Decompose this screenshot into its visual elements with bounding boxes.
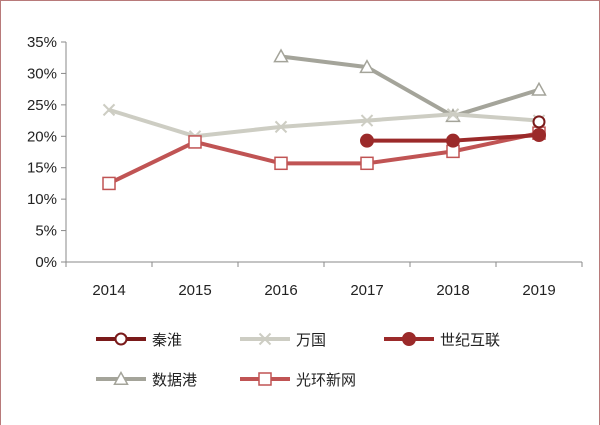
data-point — [531, 81, 547, 96]
x-tick-label: 2016 — [264, 282, 297, 299]
series-line — [280, 54, 540, 119]
data-point — [273, 48, 289, 63]
y-tick-label: 5% — [35, 223, 57, 240]
legend-label: 万国 — [296, 331, 326, 349]
legend-marker — [113, 370, 129, 385]
data-point — [188, 135, 202, 149]
y-tick-label: 0% — [35, 254, 57, 271]
y-tick-label: 10% — [27, 191, 57, 208]
y-tick-label: 30% — [27, 65, 57, 82]
series-4 — [102, 126, 546, 191]
legend-item: 秦淮 — [96, 331, 182, 349]
series-0 — [532, 115, 546, 129]
x-tick-label: 2019 — [522, 282, 555, 299]
chart-axes: 0% 5% 10% 15% 20% 25% 30% 35% 2014 2015 2016 2017 20… — [27, 34, 583, 299]
chart-series — [102, 48, 547, 191]
series-3 — [273, 48, 547, 123]
data-point — [274, 120, 288, 134]
series-line — [108, 131, 540, 186]
y-tick-label: 35% — [27, 34, 57, 51]
legend-label: 数据港 — [152, 371, 197, 389]
data-point — [446, 133, 460, 148]
legend-label: 世纪互联 — [440, 331, 500, 349]
data-point — [532, 115, 546, 129]
y-tick-label: 20% — [27, 128, 57, 145]
legend-label: 秦淮 — [152, 331, 182, 349]
y-tick-label: 25% — [27, 97, 57, 114]
legend-item: 万国 — [240, 331, 326, 349]
x-tick-label: 2017 — [350, 282, 383, 299]
legend-item: 光环新网 — [240, 371, 356, 389]
data-point — [360, 114, 374, 127]
legend-marker — [258, 332, 272, 346]
x-tick-label: 2015 — [178, 282, 211, 299]
data-point — [102, 176, 116, 191]
series-2 — [360, 128, 546, 148]
data-point — [360, 133, 374, 148]
legend-item: 世纪互联 — [384, 331, 500, 349]
data-point — [446, 108, 460, 121]
legend-marker — [258, 372, 272, 386]
data-point — [102, 103, 116, 117]
y-tick-label: 15% — [27, 160, 57, 177]
data-point — [274, 156, 288, 171]
legend-label: 光环新网 — [296, 371, 356, 389]
x-tick-label: 2018 — [436, 282, 469, 299]
x-tick-label: 2014 — [92, 282, 125, 299]
legend-item: 数据港 — [96, 370, 197, 389]
data-point — [532, 128, 546, 143]
legend-marker — [114, 332, 128, 346]
data-point — [359, 59, 375, 74]
legend-marker — [402, 332, 416, 346]
data-point — [360, 156, 374, 171]
series-line — [108, 107, 540, 139]
